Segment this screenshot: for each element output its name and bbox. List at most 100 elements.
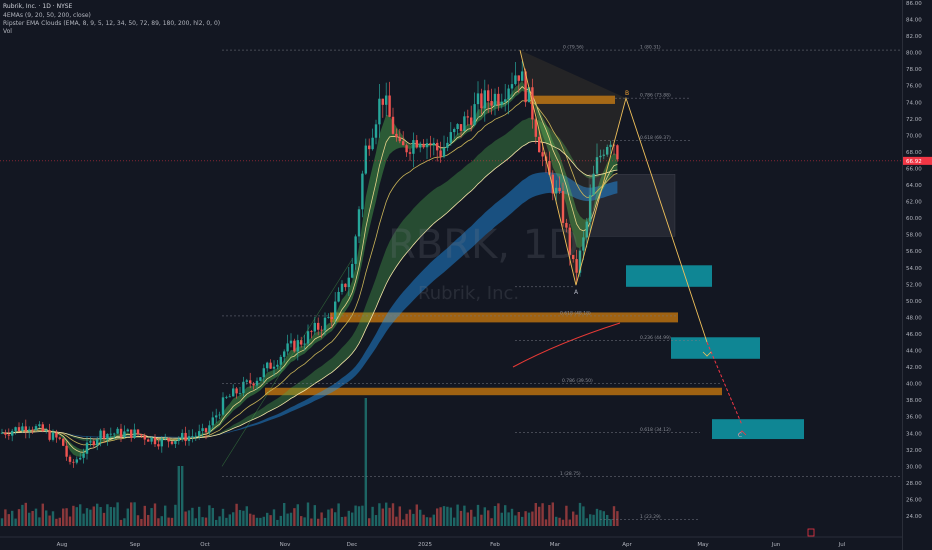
price-axis[interactable] bbox=[902, 0, 932, 550]
volume-bar bbox=[385, 502, 388, 526]
volume-bar bbox=[116, 502, 119, 526]
ema-cloud-72-89 bbox=[2, 172, 618, 438]
volume-bar bbox=[487, 510, 490, 526]
volume-bar bbox=[58, 517, 61, 526]
volume-bar bbox=[153, 503, 157, 526]
fib-label: 0.786 (73.88) bbox=[640, 93, 671, 99]
y-tick-label: 56.00 bbox=[906, 249, 922, 255]
volume-bar bbox=[303, 517, 306, 526]
candle-body bbox=[62, 438, 65, 446]
candle-body bbox=[55, 432, 58, 438]
candle-body bbox=[164, 438, 167, 439]
candle-body bbox=[510, 84, 514, 89]
candle-body bbox=[415, 140, 418, 148]
candle-body bbox=[276, 364, 279, 367]
candle-body bbox=[320, 329, 323, 331]
volume-bar bbox=[215, 519, 218, 526]
candle-body bbox=[72, 461, 75, 463]
candle-body bbox=[130, 429, 133, 438]
volume-bar bbox=[276, 519, 279, 526]
candle-body bbox=[126, 429, 129, 432]
volume-bar bbox=[300, 516, 303, 526]
candle-body bbox=[429, 143, 432, 145]
volume-bar bbox=[147, 514, 150, 526]
volume-bar bbox=[459, 510, 463, 526]
volume-bar bbox=[351, 512, 354, 526]
candle-body bbox=[368, 145, 371, 150]
volume-bar bbox=[170, 517, 174, 526]
volume-bar bbox=[140, 518, 143, 526]
pattern-point-label: C bbox=[738, 432, 742, 439]
volume-bar bbox=[446, 506, 449, 526]
candle-body bbox=[398, 137, 401, 142]
zone-teal-1 bbox=[626, 265, 712, 287]
candle-body bbox=[89, 441, 92, 443]
candle-body bbox=[517, 75, 520, 81]
volume-bar bbox=[72, 505, 75, 526]
fib-label: 0 (79.56) bbox=[563, 45, 584, 51]
volume-bar bbox=[150, 508, 153, 526]
arrow-mark bbox=[737, 430, 747, 436]
volume-bar bbox=[21, 504, 24, 526]
candle-body bbox=[113, 433, 116, 435]
volume-bar bbox=[317, 518, 320, 526]
volume-bar bbox=[266, 512, 269, 526]
volume-bar bbox=[531, 511, 534, 526]
candle-body bbox=[11, 430, 14, 436]
candle-body bbox=[24, 426, 27, 432]
volume-bar bbox=[272, 509, 276, 526]
volume-bar bbox=[470, 509, 473, 526]
candle-body bbox=[412, 140, 415, 154]
volume-bar bbox=[364, 398, 367, 526]
x-tick-label: Sep bbox=[130, 542, 141, 548]
candle-body bbox=[252, 383, 255, 386]
candle-body bbox=[578, 250, 582, 273]
candle-body bbox=[395, 133, 398, 138]
volume-bar bbox=[466, 512, 469, 526]
candle-body bbox=[466, 116, 469, 118]
volume-bar bbox=[211, 507, 214, 526]
candle-body bbox=[337, 291, 340, 302]
volume-bar bbox=[184, 511, 187, 526]
volume-bar bbox=[517, 511, 520, 526]
volume-bar bbox=[436, 508, 439, 526]
last-price-tag bbox=[903, 156, 932, 165]
volume-bar bbox=[538, 506, 541, 526]
y-tick-label: 70.00 bbox=[906, 133, 922, 139]
y-tick-label: 78.00 bbox=[906, 67, 922, 73]
indicator-ripster[interactable]: Ripster EMA Clouds (EMA, 8, 9, 5, 12, 34… bbox=[3, 20, 221, 27]
indicator-vol[interactable]: Vol bbox=[3, 28, 12, 35]
candle-body bbox=[347, 277, 350, 288]
volume-bar bbox=[456, 504, 459, 526]
candle-body bbox=[41, 424, 44, 432]
volume-bar bbox=[208, 505, 211, 526]
volume-bar bbox=[191, 507, 194, 526]
volume-bar bbox=[24, 502, 27, 526]
candle-body bbox=[306, 331, 310, 344]
volume-bar bbox=[449, 507, 452, 526]
candle-body bbox=[136, 429, 140, 435]
volume-bar bbox=[357, 506, 361, 526]
fib-label: 0.618 (69.37) bbox=[640, 135, 671, 141]
fib-label: 0.618 (34.12) bbox=[640, 427, 671, 433]
volume-bar bbox=[402, 519, 405, 526]
volume-bar bbox=[45, 510, 48, 526]
volume-bar bbox=[599, 510, 602, 526]
volume-bar bbox=[160, 516, 163, 526]
candle-body bbox=[14, 427, 17, 431]
zone-orange-low bbox=[265, 387, 722, 396]
candle-body bbox=[99, 430, 102, 440]
volume-bar bbox=[551, 502, 554, 526]
candle-body bbox=[473, 104, 476, 125]
volume-bar bbox=[242, 510, 245, 526]
volume-bar bbox=[439, 507, 442, 526]
ema-200-line bbox=[512, 322, 621, 368]
candle-body bbox=[555, 187, 558, 194]
volume-bar bbox=[164, 505, 167, 526]
indicator-4emas[interactable]: 4EMAs (9, 20, 50, 200, close) bbox=[3, 12, 91, 19]
candle-body bbox=[174, 440, 177, 444]
chart-title[interactable]: Rubrik, Inc. · 1D · NYSE bbox=[3, 3, 73, 10]
y-tick-label: 50.00 bbox=[906, 299, 922, 305]
candle-body bbox=[378, 98, 381, 125]
